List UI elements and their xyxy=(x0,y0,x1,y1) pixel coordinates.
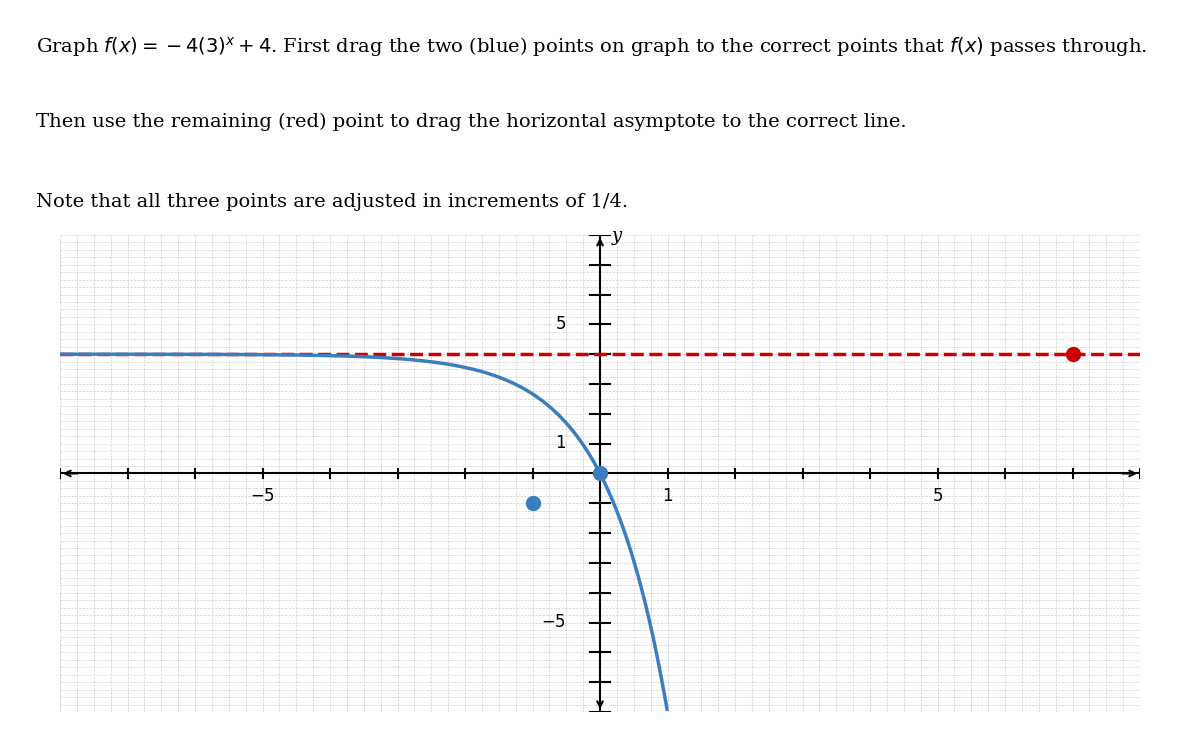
Text: $5$: $5$ xyxy=(556,316,566,333)
Text: Then use the remaining (red) point to drag the horizontal asymptote to the corre: Then use the remaining (red) point to dr… xyxy=(36,113,907,131)
Text: $5$: $5$ xyxy=(932,488,943,505)
Text: Note that all three points are adjusted in increments of 1/4.: Note that all three points are adjusted … xyxy=(36,192,628,211)
Text: y: y xyxy=(612,227,622,245)
Text: $-5$: $-5$ xyxy=(541,614,566,631)
Text: $-5$: $-5$ xyxy=(250,488,275,505)
Text: $1$: $1$ xyxy=(556,435,566,452)
Text: $1$: $1$ xyxy=(662,488,673,505)
Text: Graph $f(x) = -4(3)^x + 4$. First drag the two (blue) points on graph to the cor: Graph $f(x) = -4(3)^x + 4$. First drag t… xyxy=(36,35,1147,59)
